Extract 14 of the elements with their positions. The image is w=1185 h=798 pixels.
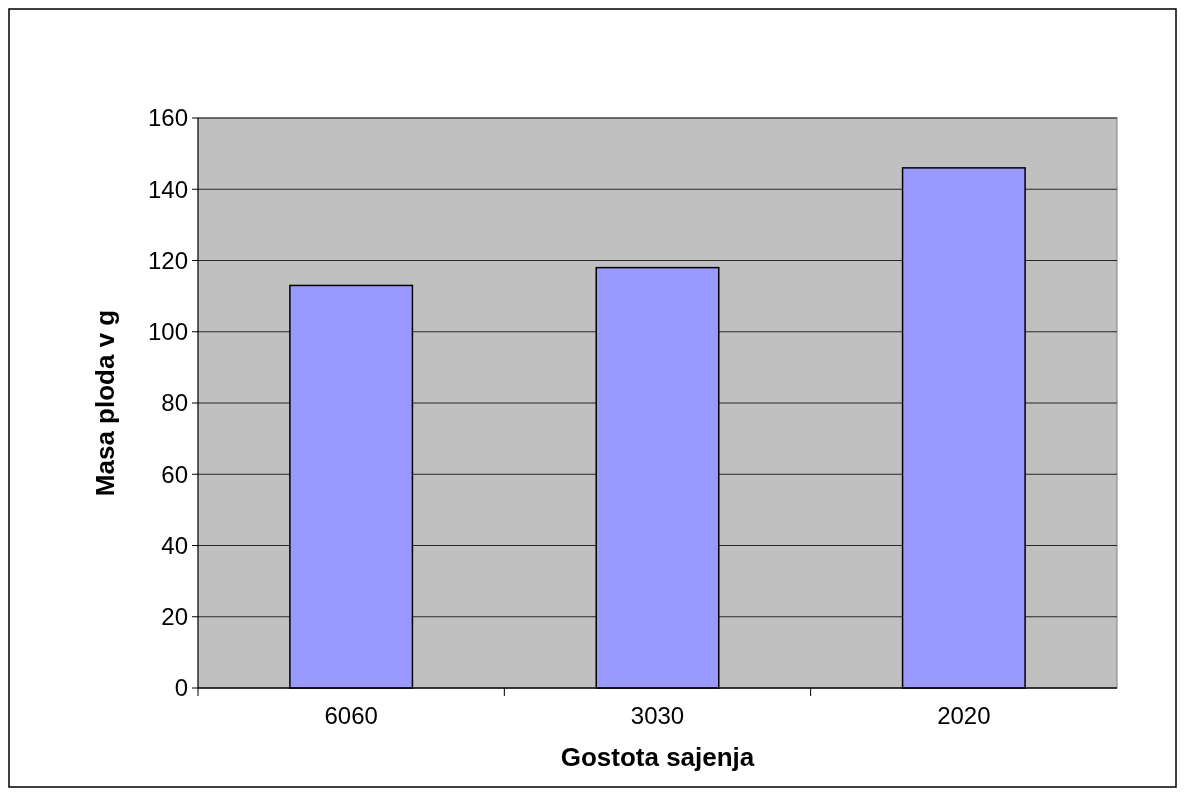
y-tick-label: 140	[147, 175, 188, 203]
x-tick-label: 3030	[630, 702, 685, 729]
x-tick-label: 6060	[324, 702, 378, 729]
y-tick-label: 60	[161, 460, 188, 488]
y-tick-label: 0	[174, 674, 188, 702]
y-tick-label: 20	[161, 603, 188, 631]
y-tick-label: 160	[147, 104, 188, 132]
y-tick-label: 120	[147, 246, 188, 274]
y-axis-title: Masa ploda v g	[90, 309, 120, 497]
y-tick-label: 80	[161, 389, 188, 417]
y-tick-label: 100	[147, 318, 188, 346]
y-tick-label: 40	[161, 531, 188, 559]
x-axis-title: Gostota sajenja	[560, 742, 755, 772]
x-tick-label: 2020	[937, 702, 991, 729]
